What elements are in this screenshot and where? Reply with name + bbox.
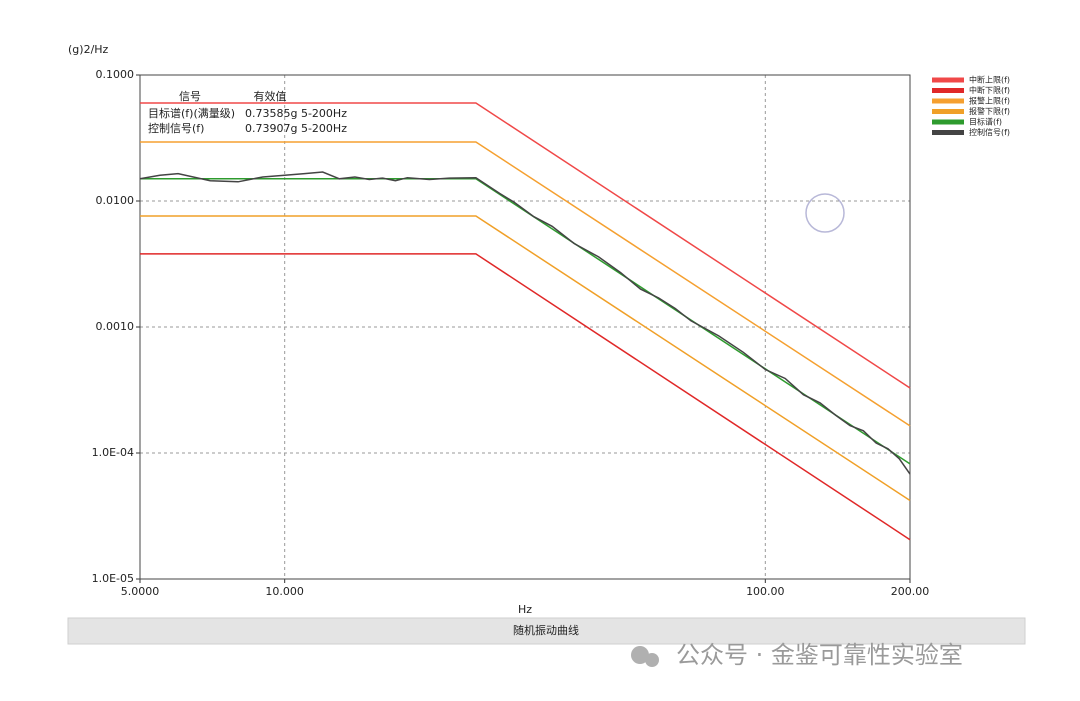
legend-label: 控制信号(f) [969,127,1010,137]
cursor-ring [805,193,845,233]
legend-swatch [932,77,964,83]
legend-label: 中断下限(f) [969,85,1010,95]
y-tick-label: 0.1000 [96,68,135,81]
series-line [140,102,911,389]
legend-swatch [932,88,964,93]
y-tick-label: 0.0010 [96,320,135,333]
series-line [140,141,911,427]
footer-title: 随机振动曲线 [513,623,579,637]
y-tick-label: 0.0100 [96,194,135,207]
x-tick-label: 5.0000 [121,585,160,598]
watermark-icon [645,653,659,667]
legend-swatch [932,119,964,125]
plot-frame [139,74,911,580]
legend-label: 目标谱(f) [969,117,1002,127]
legend-swatch [932,130,964,135]
y-tick-label: 1.0E-04 [92,446,134,459]
info-header: 有效值 [254,89,287,103]
y-axis-label: (g)2/Hz [68,43,109,56]
legend-label: 报警下限(f) [969,106,1010,116]
x-tick-label: 100.00 [746,585,785,598]
watermark-group: 公众号 · 金鉴可靠性实验室 [631,641,963,669]
info-cell: 目标谱(f)(满量级) [148,106,235,120]
x-tick-label: 10.000 [265,585,304,598]
series-line [139,171,911,475]
info-header: 信号 [179,90,201,103]
info-cell: 0.73907g 5-200Hz [245,122,347,135]
legend-swatch [932,98,964,104]
series-line [140,215,911,502]
watermark: 公众号 · 金鉴可靠性实验室 [676,641,963,669]
legend-label: 中断上限(f) [969,75,1010,85]
y-tick-label: 1.0E-05 [92,572,134,585]
info-cell: 0.73585g 5-200Hz [245,107,347,120]
x-axis-label: Hz [518,603,532,616]
x-tick-label: 200.00 [891,585,930,598]
legend-swatch [932,109,964,114]
info-cell: 控制信号(f) [148,121,204,135]
series-line [140,253,911,541]
legend-label: 报警上限(f) [969,96,1010,106]
watermark-icon [631,646,649,664]
footer-bar [67,617,1026,645]
